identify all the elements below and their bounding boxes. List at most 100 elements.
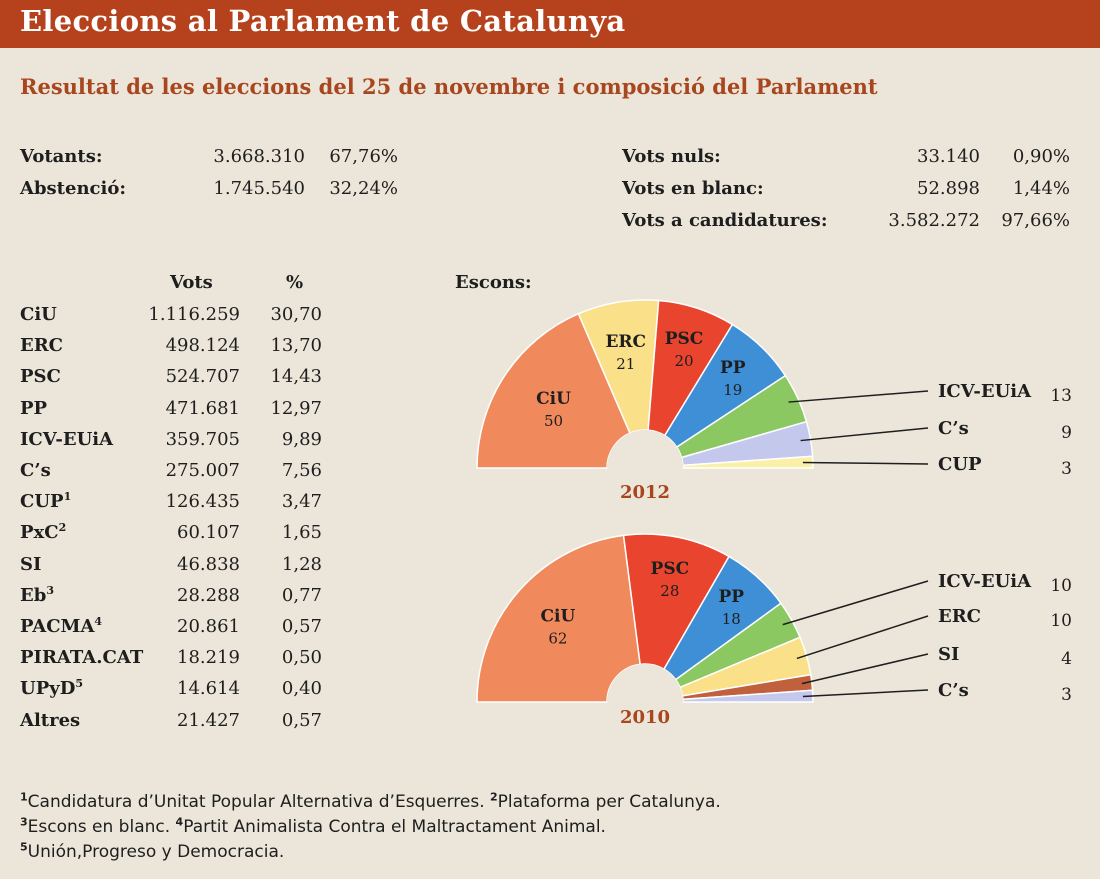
callout-party-label: SI xyxy=(938,644,959,665)
party-votes: 359.705 xyxy=(165,428,240,450)
summary-label: Vots nuls: xyxy=(622,146,721,167)
party-pct: 30,70 xyxy=(270,304,322,325)
slice-seat-count: 28 xyxy=(660,582,679,600)
footnote-line: 3Escons en blanc. 4Partit Animalista Con… xyxy=(20,815,721,840)
table-row: ICV-EUiA 359.705 9,89 xyxy=(20,429,325,457)
callout-seat-count: 13 xyxy=(1050,386,1072,406)
slice-party-label: PP xyxy=(720,358,746,378)
party-votes: 524.707 xyxy=(165,366,240,388)
callout-seat-count: 4 xyxy=(1061,649,1072,669)
table-row: CiU 1.116.259 30,70 xyxy=(20,304,325,332)
table-row: Eb3 28.288 0,77 xyxy=(20,585,325,613)
table-header-votes: Vots xyxy=(170,272,213,293)
party-name-text: CUP xyxy=(20,491,64,513)
footnote-text: Escons en blanc. xyxy=(27,817,176,837)
table-row: PACMA4 20.861 0,57 xyxy=(20,616,325,644)
callout-party-label: ICV-EUiA xyxy=(938,571,1032,592)
party-name-text: ICV-EUiA xyxy=(20,428,114,450)
party-votes: 46.838 xyxy=(177,553,240,575)
party-votes: 20.861 xyxy=(177,616,240,637)
callout-line xyxy=(801,653,929,685)
summary-pct: 32,24% xyxy=(329,178,398,199)
callout-seat-count: 3 xyxy=(1061,459,1072,479)
party-name-text: PP xyxy=(20,397,48,419)
party-name: ICV-EUiA xyxy=(20,429,113,450)
party-votes: 498.124 xyxy=(165,335,240,357)
callout-line xyxy=(802,461,929,465)
table-row: CUP1 126.435 3,47 xyxy=(20,491,325,519)
party-pct: 0,57 xyxy=(281,709,322,731)
callout-line xyxy=(802,689,929,698)
summary-value: 1.745.540 xyxy=(213,178,305,199)
footnote-text: Partit Animalista Contra el Maltractamen… xyxy=(183,817,606,837)
party-name-text: PIRATA.CAT xyxy=(20,647,144,669)
slice-party-label: ERC xyxy=(605,332,646,352)
party-name-text: PSC xyxy=(20,366,61,388)
header-bar: Eleccions al Parlament de Catalunya xyxy=(0,0,1100,48)
callout-party-label: ICV-EUiA xyxy=(938,381,1032,402)
party-pct: 9,89 xyxy=(281,428,322,450)
summary-pct: 67,76% xyxy=(329,146,398,167)
table-row: PIRATA.CAT 18.219 0,50 xyxy=(20,647,325,675)
page-title: Eleccions al Parlament de Catalunya xyxy=(20,4,626,38)
hemicycle-center xyxy=(607,430,683,468)
footnote-line: 1Candidatura d’Unitat Popular Alternativ… xyxy=(20,790,721,815)
party-pct: 0,57 xyxy=(281,616,322,637)
party-name: PSC xyxy=(20,366,61,387)
party-name: C’s xyxy=(20,460,51,481)
table-header-pct: % xyxy=(286,272,304,293)
party-name-text: PACMA xyxy=(20,616,95,637)
party-name: ERC xyxy=(20,335,63,356)
party-votes: 18.219 xyxy=(177,647,240,669)
party-name-text: C’s xyxy=(20,460,51,481)
summary-pct: 97,66% xyxy=(1001,210,1070,231)
party-pct: 13,70 xyxy=(270,335,322,357)
summary-label: Vots en blanc: xyxy=(622,178,764,199)
summary-label: Vots a candidatures: xyxy=(622,210,828,231)
callout-seat-count: 10 xyxy=(1050,611,1072,631)
footnote-text: Candidatura d’Unitat Popular Alternativa… xyxy=(27,792,491,812)
table-row: ERC 498.124 13,70 xyxy=(20,335,325,363)
slice-seat-count: 19 xyxy=(723,381,742,399)
party-name: PIRATA.CAT xyxy=(20,647,143,668)
party-name-text: Eb xyxy=(20,584,47,606)
party-votes: 471.681 xyxy=(165,397,240,419)
party-votes: 60.107 xyxy=(177,522,240,544)
callout-line xyxy=(788,390,929,403)
party-votes: 21.427 xyxy=(177,709,240,731)
footnote-marker: 5 xyxy=(75,677,83,691)
party-name: PxC2 xyxy=(20,522,66,543)
summary-label: Votants: xyxy=(20,146,103,167)
party-pct: 12,97 xyxy=(270,397,322,419)
party-votes: 1.116.259 xyxy=(148,304,240,325)
slice-seat-count: 50 xyxy=(544,412,563,430)
slice-seat-count: 21 xyxy=(616,355,635,373)
table-row: C’s 275.007 7,56 xyxy=(20,460,325,488)
seats-label: Escons: xyxy=(455,272,532,293)
footnote-marker: 2 xyxy=(490,790,498,804)
footnote-marker: 3 xyxy=(20,815,28,829)
party-name: Eb3 xyxy=(20,585,54,606)
slice-seat-count: 62 xyxy=(548,629,567,647)
table-row: UPyD5 14.614 0,40 xyxy=(20,678,325,706)
footnote-marker: 1 xyxy=(20,790,28,804)
footnote-text: Plataforma per Catalunya. xyxy=(497,792,721,812)
party-name-text: UPyD xyxy=(20,678,76,700)
summary-label: Abstenció: xyxy=(20,178,126,199)
footnote-marker: 3 xyxy=(46,583,54,597)
slice-party-label: CiU xyxy=(540,606,575,626)
page-subtitle: Resultat de les eleccions del 25 de nove… xyxy=(20,74,878,99)
footnote-marker: 4 xyxy=(175,815,184,829)
party-name: CiU xyxy=(20,304,57,325)
party-name: UPyD5 xyxy=(20,678,83,699)
party-name-text: PxC xyxy=(20,522,59,544)
slice-party-label: CiU xyxy=(536,389,571,409)
table-row: SI 46.838 1,28 xyxy=(20,554,325,582)
callout-party-label: CUP xyxy=(938,454,982,475)
footnote-marker: 4 xyxy=(94,615,103,628)
callout-line xyxy=(800,427,929,442)
party-votes: 28.288 xyxy=(177,584,240,606)
year-label: 2010 xyxy=(620,707,670,728)
table-row: Altres 21.427 0,57 xyxy=(20,710,325,738)
